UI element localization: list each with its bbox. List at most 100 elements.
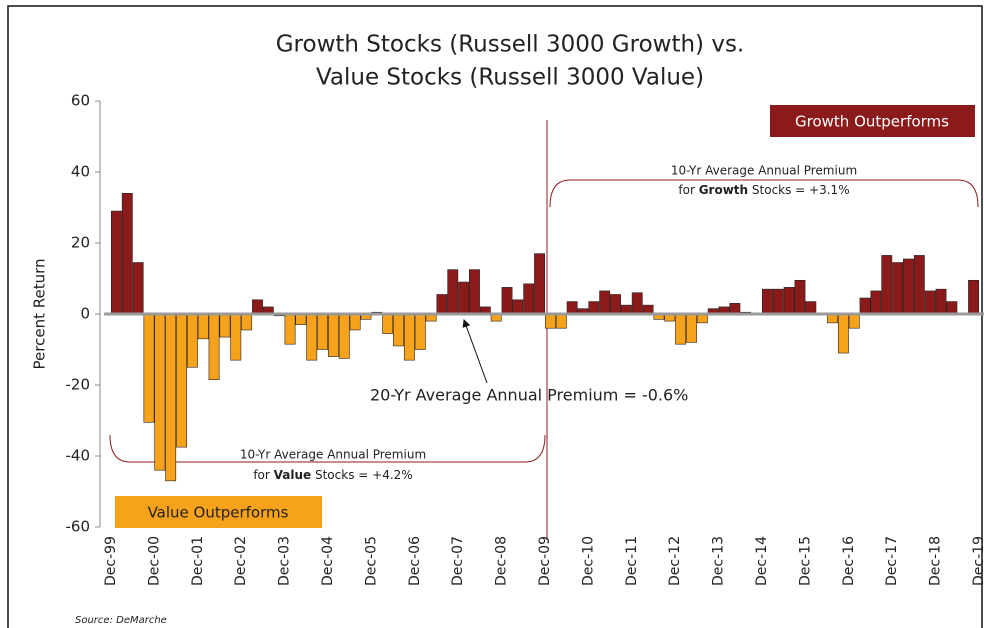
bar (132, 262, 144, 315)
x-tick-label: Dec-17 (884, 536, 900, 586)
x-tick-label: Dec-19 (971, 536, 984, 586)
bar (794, 279, 806, 315)
x-tick-label: Dec-16 (841, 536, 857, 586)
x-tick-label: Dec-11 (624, 536, 640, 586)
x-tick-label: Dec-12 (667, 536, 683, 586)
bars (111, 193, 980, 482)
bar (165, 313, 177, 482)
bar (837, 313, 849, 354)
bar (588, 301, 600, 315)
x-tick-label: Dec-18 (928, 536, 944, 586)
chart-title: Value Stocks (Russell 3000 Value) (316, 65, 704, 91)
x-tick-label: Dec-01 (190, 536, 206, 586)
bar (186, 313, 198, 368)
bar (111, 210, 122, 315)
bar (338, 313, 350, 359)
bar (327, 313, 339, 357)
bar (197, 313, 209, 340)
brace (109, 434, 546, 463)
bar (306, 313, 318, 361)
bar (219, 313, 231, 338)
x-tick-label: Dec-09 (537, 536, 553, 586)
x-tick-label: Dec-05 (363, 536, 379, 586)
premium-text: for Value Stocks = +4.2% (253, 468, 412, 482)
premium-text: Stocks = +4.2% (311, 468, 413, 482)
y-tick-label: -20 (66, 376, 91, 394)
bar (436, 294, 448, 315)
bar (610, 294, 621, 315)
y-axis-label: Percent Return (31, 259, 49, 370)
bar (349, 313, 361, 331)
bar (772, 288, 784, 315)
bar (208, 313, 220, 380)
arrow (462, 319, 488, 384)
bar (295, 313, 307, 325)
x-tick-label: Dec-00 (146, 536, 162, 586)
y-tick-label: -60 (66, 518, 91, 536)
bar (143, 313, 155, 423)
premium-text: 20-Yr Average Annual Premium = -0.6% (370, 386, 688, 405)
bar (566, 301, 578, 315)
bar (230, 313, 242, 361)
premium-text: for (253, 468, 273, 482)
bar (534, 253, 546, 315)
bar (241, 313, 253, 331)
x-tick-label: Dec-06 (407, 536, 423, 586)
bar (252, 299, 263, 315)
bar (903, 258, 914, 315)
growth-box-label: Growth Outperforms (795, 113, 949, 131)
value-box (115, 496, 322, 528)
y-tick-label: 60 (71, 92, 90, 110)
premium-text: for (678, 183, 698, 197)
bar (783, 287, 795, 315)
x-tick-label: Dec-13 (711, 536, 727, 586)
x-tick-label: Dec-07 (450, 536, 466, 586)
bar (924, 290, 936, 315)
bar (121, 193, 133, 315)
premium-text: 10-Yr Average Annual Premium (240, 448, 426, 462)
bar (154, 313, 166, 471)
premium-text: Stocks = +3.1% (748, 183, 850, 197)
bar (761, 288, 773, 315)
bar (848, 313, 860, 329)
bar (544, 313, 556, 329)
bar (447, 269, 459, 315)
premium-text: for Growth Stocks = +3.1% (678, 183, 849, 197)
brace (549, 179, 979, 208)
bar (729, 303, 741, 315)
bar (675, 313, 687, 345)
bar (913, 255, 925, 315)
x-tick-label: Dec-02 (233, 536, 249, 586)
bar (599, 290, 611, 315)
bar (176, 313, 187, 448)
bar (501, 287, 513, 315)
y-tick-label: 40 (71, 163, 90, 181)
frame (7, 5, 983, 628)
y-tick-label: -40 (66, 447, 91, 465)
bar (870, 290, 882, 315)
bar (805, 301, 817, 315)
source: Source: DeMarche (75, 615, 167, 626)
bar (523, 283, 535, 315)
bar (859, 297, 871, 315)
x-tick-label: Dec-15 (797, 536, 813, 586)
bar (686, 313, 697, 343)
premium-text: 10-Yr Average Annual Premium (671, 164, 857, 178)
bar (414, 313, 426, 350)
bar (968, 279, 980, 315)
y-tick-label: 20 (71, 234, 90, 252)
bar (458, 281, 470, 315)
x-tick-label: Dec-04 (320, 536, 336, 586)
premium-text: Value (274, 468, 312, 482)
bar (881, 255, 893, 315)
bar (631, 292, 643, 315)
chart-title: Growth Stocks (Russell 3000 Growth) vs. (276, 32, 745, 58)
value-box-label: Value Outperforms (148, 504, 289, 522)
bar (393, 313, 404, 347)
bar (403, 313, 415, 361)
bar (284, 313, 296, 345)
bar (512, 299, 524, 315)
bar (935, 288, 947, 315)
growth-box (770, 105, 975, 137)
